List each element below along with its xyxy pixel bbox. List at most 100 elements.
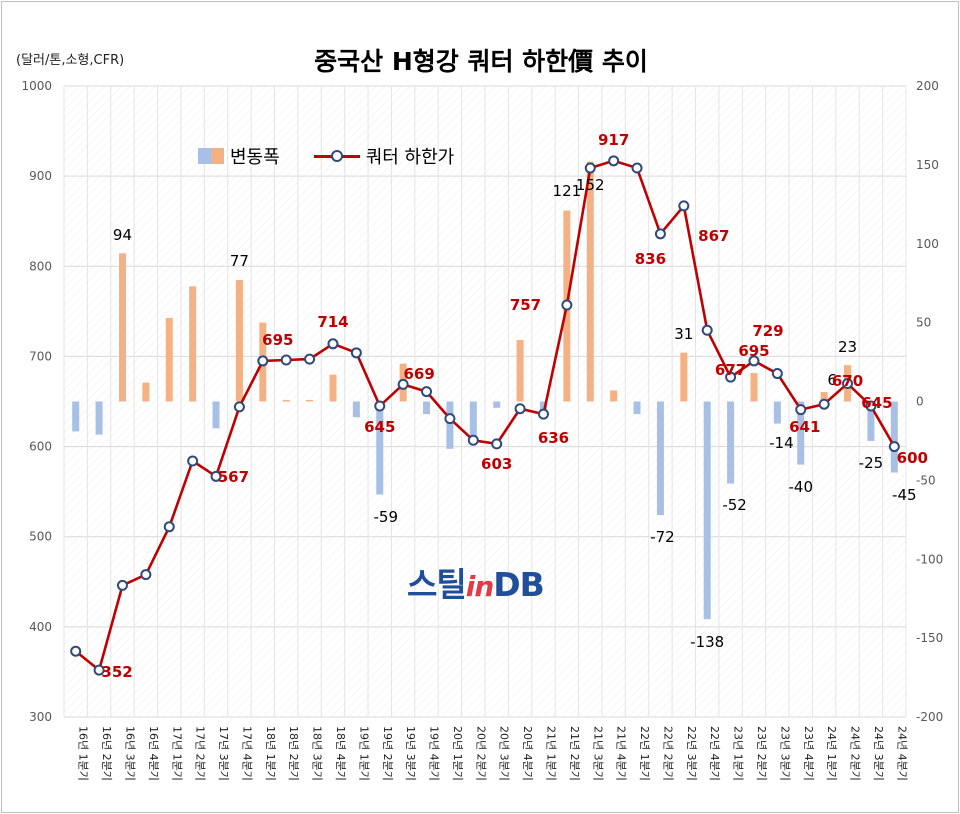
quota-price-marker: [257, 355, 269, 367]
right-axis-tick-label: 50: [916, 316, 931, 330]
quota-price-marker: [140, 569, 152, 581]
x-axis-tick-label: 16년 1분기: [77, 726, 90, 781]
x-axis-tick-label: 21년 4분기: [615, 726, 628, 781]
x-axis-tick-label: 21년 2분기: [568, 726, 581, 781]
change-bar: [750, 373, 758, 402]
x-axis-tick-label: 21년 3분기: [591, 726, 604, 781]
bar-data-label: 121: [553, 182, 582, 200]
line-data-label: 641: [789, 418, 820, 436]
quota-price-marker: [93, 664, 105, 676]
change-bar: [539, 401, 547, 415]
quota-price-marker: [397, 378, 409, 390]
bar-data-label: 6: [827, 371, 837, 389]
x-axis-tick-label: 17년 3분기: [217, 726, 230, 781]
change-bar: [867, 401, 875, 441]
x-axis-tick-label: 16년 3분기: [123, 726, 136, 781]
change-bar: [329, 374, 337, 402]
x-axis-tick-label: 22년 4분기: [708, 726, 721, 781]
change-bar: [680, 352, 688, 402]
change-bar: [890, 401, 898, 473]
x-axis-tick-label: 24년 1분기: [825, 726, 838, 781]
quota-price-marker: [421, 386, 433, 398]
change-bar: [773, 401, 781, 424]
right-axis-tick-label: 0: [916, 395, 924, 409]
bar-data-label: 94: [113, 226, 132, 244]
x-axis-tick-label: 24년 4분기: [895, 726, 908, 781]
x-axis-tick-label: 18년 3분기: [311, 726, 324, 781]
x-axis-tick-label: 17년 4분기: [240, 726, 253, 781]
change-bar: [797, 401, 805, 465]
change-bar: [703, 401, 711, 620]
change-bar: [142, 382, 150, 402]
x-axis-tick-label: 23년 4분기: [802, 726, 815, 781]
quota-price-marker: [748, 355, 760, 367]
line-data-label: 603: [481, 455, 512, 473]
change-bar: [306, 399, 314, 402]
quota-price-marker: [795, 404, 807, 416]
legend-label-bar: 변동폭: [230, 147, 280, 168]
change-bar: [516, 339, 524, 402]
bar-data-label: -72: [650, 528, 675, 546]
right-axis-tick-label: -50: [916, 473, 936, 487]
x-axis-tick-label: 17년 1분기: [170, 726, 183, 781]
left-axis-tick-label: 600: [29, 440, 52, 454]
quota-price-marker: [865, 400, 877, 412]
change-bar: [165, 317, 173, 402]
quota-price-marker: [771, 368, 783, 380]
change-bar: [72, 401, 80, 432]
quota-price-marker: [327, 338, 339, 350]
change-bar: [446, 401, 454, 449]
quota-price-marker: [725, 371, 737, 383]
change-bar: [586, 161, 594, 402]
quota-price-marker: [280, 354, 292, 366]
x-axis-tick-label: 21년 1분기: [544, 726, 557, 781]
x-axis-tick-label: 20년 2분기: [474, 726, 487, 781]
x-axis-tick-label: 19년 3분기: [404, 726, 417, 781]
quota-price-marker: [304, 353, 316, 365]
change-bar: [189, 286, 197, 402]
change-bar: [493, 401, 501, 408]
quota-price-marker: [654, 228, 666, 240]
change-bar: [469, 401, 477, 440]
quota-price-marker: [842, 377, 854, 389]
quota-price-marker: [561, 299, 573, 311]
change-bar: [235, 280, 243, 402]
right-axis-tick-label: 100: [916, 237, 939, 251]
right-axis-tick-label: -150: [916, 631, 943, 645]
legend-label-line: 쿼터 하한가: [365, 147, 455, 168]
line-data-label: 677: [715, 361, 746, 379]
change-bar: [610, 390, 618, 402]
change-bar: [95, 401, 103, 435]
quota-price-marker: [888, 441, 900, 453]
right-axis-tick-label: 150: [916, 158, 939, 172]
left-axis-tick-label: 700: [29, 349, 52, 363]
x-axis-tick-label: 19년 4분기: [428, 726, 441, 781]
x-axis-tick-label: 20년 1분기: [451, 726, 464, 781]
x-axis-tick-label: 16년 2분기: [100, 726, 113, 781]
line-data-label: 636: [538, 429, 569, 447]
quota-price-marker: [116, 579, 128, 591]
x-axis-tick-label: 23년 1분기: [732, 726, 745, 781]
x-axis-tick-label: 23년 2분기: [755, 726, 768, 781]
line-data-label: 757: [510, 296, 541, 314]
left-axis-tick-label: 300: [29, 710, 52, 724]
legend-swatch-positive: [211, 148, 224, 164]
line-data-label: 352: [101, 663, 132, 681]
line-data-label: 714: [317, 313, 348, 331]
x-axis-tick-label: 18년 2분기: [287, 726, 300, 781]
quota-price-marker: [537, 408, 549, 420]
quota-price-marker: [818, 398, 830, 410]
line-data-label: 836: [635, 250, 666, 268]
bar-data-label: -52: [722, 496, 747, 514]
legend-swatch-line: [313, 148, 360, 164]
left-axis-tick-label: 400: [29, 620, 52, 634]
chart-title: 중국산 H형강 쿼터 하한價 추이: [314, 47, 648, 76]
line-data-label: 670: [832, 372, 863, 390]
bar-data-label: -25: [859, 454, 884, 472]
bar-data-label: -59: [374, 508, 399, 526]
quota-price-marker: [70, 645, 82, 657]
legend: 변동폭 쿼터 하한가: [198, 143, 454, 169]
quota-price-marker: [444, 413, 456, 425]
